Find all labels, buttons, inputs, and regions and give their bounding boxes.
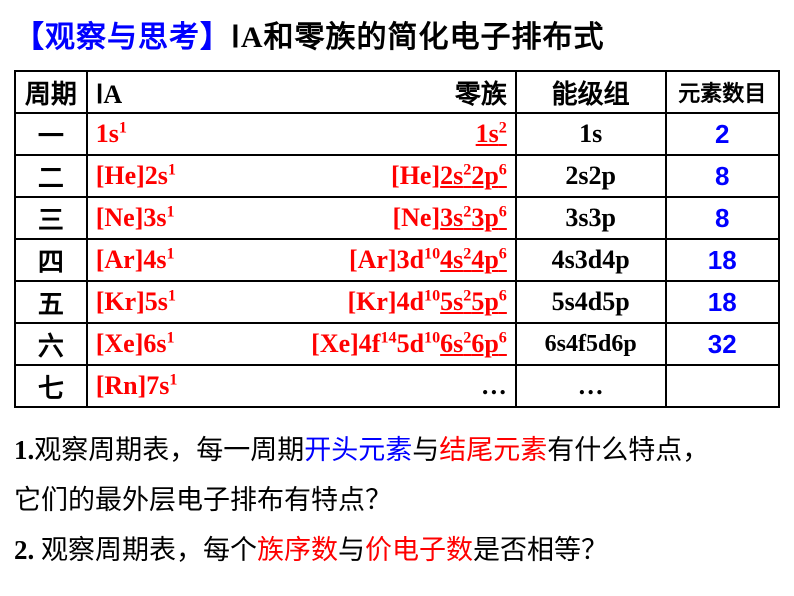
cell-count: 8	[666, 197, 780, 239]
q1-prefix: 1.	[14, 435, 34, 465]
title-main: ⅠA和零族的简化电子排布式	[231, 21, 605, 54]
zero-config: [Ne]3s23p6	[393, 203, 507, 233]
table-row: 一 1s1 1s2 1s 2	[15, 113, 779, 155]
q2-red1: 族序数	[257, 535, 338, 565]
table-row: 五 [Kr]5s1 [Kr]4d105s25p6 5s4d5p 18	[15, 281, 779, 323]
cell-period: 二	[15, 155, 87, 197]
cell-config: [He]2s1 [He]2s22p6	[87, 155, 516, 197]
q2-prefix: 2.	[14, 535, 41, 565]
q1-text-d: 它们的最外层电子排布有特点？	[14, 485, 392, 515]
cell-period: 七	[15, 365, 87, 407]
q2-text-a: 观察周期表，每个	[41, 535, 257, 565]
cell-config: [Xe]6s1 [Xe]4f145d106s26p6	[87, 323, 516, 365]
ia-config: [He]2s1	[96, 161, 176, 191]
header-row: 周期 ⅠA 零族 能级组 元素数目	[15, 71, 779, 113]
cell-level: 6s4f5d6p	[516, 323, 666, 365]
zero-config: …	[481, 371, 507, 401]
header-level: 能级组	[516, 71, 666, 113]
ia-config: [Ne]3s1	[96, 203, 175, 233]
cell-period: 六	[15, 323, 87, 365]
cell-level: 1s	[516, 113, 666, 155]
ia-config: [Xe]6s1	[96, 329, 175, 359]
q2-text-b: 与	[338, 535, 365, 565]
header-zero: 零族	[455, 74, 507, 111]
zero-config: [Kr]4d105s25p6	[347, 287, 506, 317]
zero-config: 1s2	[476, 119, 507, 149]
cell-config: 1s1 1s2	[87, 113, 516, 155]
cell-level: 5s4d5p	[516, 281, 666, 323]
ia-config: [Ar]4s1	[96, 245, 175, 275]
table-row: 七 [Rn]7s1 … …	[15, 365, 779, 407]
header-period: 周期	[15, 71, 87, 113]
cell-config: [Rn]7s1 …	[87, 365, 516, 407]
cell-count: 18	[666, 281, 780, 323]
ia-config: 1s1	[96, 119, 127, 149]
cell-count: 8	[666, 155, 780, 197]
q1-text-b: 与	[412, 435, 439, 465]
cell-period: 三	[15, 197, 87, 239]
q2-red2: 价电子数	[365, 535, 473, 565]
cell-level: 3s3p	[516, 197, 666, 239]
header-ia-zero: ⅠA 零族	[87, 71, 516, 113]
cell-level: 2s2p	[516, 155, 666, 197]
cell-period: 五	[15, 281, 87, 323]
cell-count: 2	[666, 113, 780, 155]
cell-count: 32	[666, 323, 780, 365]
cell-config: [Ar]4s1 [Ar]3d104s24p6	[87, 239, 516, 281]
ia-config: [Kr]5s1	[96, 287, 176, 317]
question-2: 2. 观察周期表，每个族序数与价电子数是否相等？	[14, 526, 780, 576]
cell-period: 四	[15, 239, 87, 281]
q1-text-c: 有什么特点，	[547, 435, 709, 465]
table-row: 二 [He]2s1 [He]2s22p6 2s2p 8	[15, 155, 779, 197]
header-ia: ⅠA	[96, 80, 122, 110]
cell-config: [Ne]3s1 [Ne]3s23p6	[87, 197, 516, 239]
q2-text-c: 是否相等？	[473, 535, 608, 565]
zero-config: [He]2s22p6	[391, 161, 507, 191]
q1-blue: 开头元素	[304, 435, 412, 465]
question-1: 1.观察周期表，每一周期开头元素与结尾元素有什么特点， 它们的最外层电子排布有特点…	[14, 426, 780, 526]
cell-level: …	[516, 365, 666, 407]
header-count: 元素数目	[666, 71, 780, 113]
zero-config: [Ar]3d104s24p6	[349, 245, 507, 275]
q1-red: 结尾元素	[439, 435, 547, 465]
cell-period: 一	[15, 113, 87, 155]
cell-count	[666, 365, 780, 407]
cell-config: [Kr]5s1 [Kr]4d105s25p6	[87, 281, 516, 323]
page-title: 【观察与思考】ⅠA和零族的简化电子排布式	[14, 12, 780, 56]
table-row: 三 [Ne]3s1 [Ne]3s23p6 3s3p 8	[15, 197, 779, 239]
zero-config: [Xe]4f145d106s26p6	[311, 329, 507, 359]
table-row: 六 [Xe]6s1 [Xe]4f145d106s26p6 6s4f5d6p 32	[15, 323, 779, 365]
q1-text-a: 观察周期表，每一周期	[34, 435, 304, 465]
table-row: 四 [Ar]4s1 [Ar]3d104s24p6 4s3d4p 18	[15, 239, 779, 281]
cell-level: 4s3d4p	[516, 239, 666, 281]
cell-count: 18	[666, 239, 780, 281]
ia-config: [Rn]7s1	[96, 371, 178, 401]
electron-config-table: 周期 ⅠA 零族 能级组 元素数目 一 1s1 1s2 1s 2 二 [He]2…	[14, 70, 780, 408]
title-bracket: 【观察与思考】	[14, 21, 231, 54]
